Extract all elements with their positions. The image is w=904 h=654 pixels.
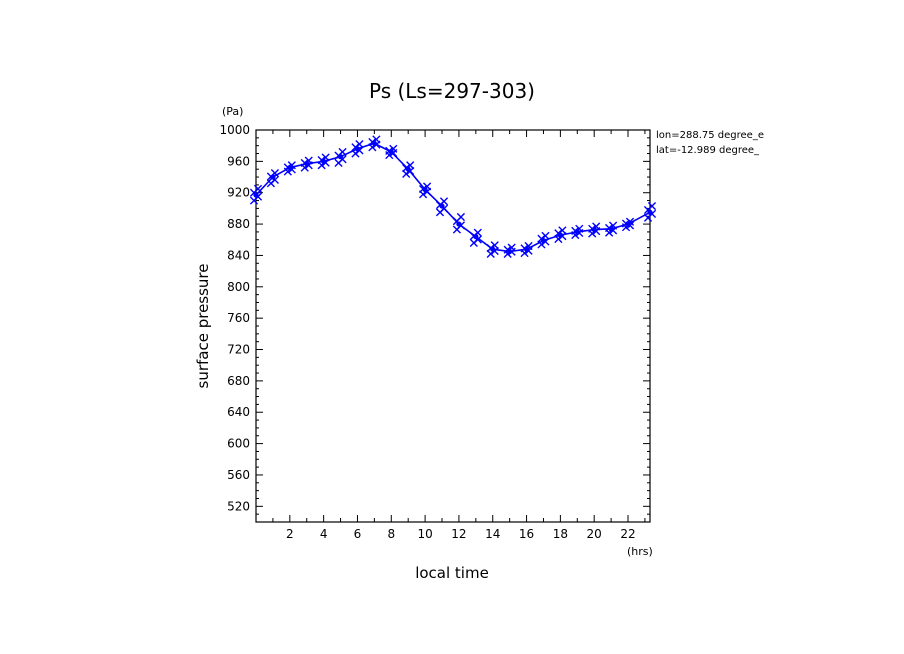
y-tick-label: 760 — [227, 311, 250, 325]
chart-title: Ps (Ls=297-303) — [369, 79, 535, 103]
x-tick-label: 8 — [387, 527, 395, 541]
data-point — [321, 158, 327, 164]
scatter-x-mark — [647, 201, 657, 211]
data-point — [591, 226, 597, 233]
data-point — [557, 232, 563, 238]
data-point — [647, 209, 653, 215]
scatter-x-mark — [253, 184, 263, 193]
x-tick-label: 16 — [519, 527, 534, 541]
data-point — [490, 246, 496, 252]
y-tick-label: 800 — [227, 280, 250, 294]
data-point — [456, 221, 462, 227]
y-tick-label: 560 — [227, 468, 250, 482]
plot-frame — [255, 129, 651, 523]
axis-ticks — [256, 129, 650, 522]
data-point — [608, 226, 614, 232]
y-axis-title: surface pressure — [194, 264, 212, 389]
data-point — [388, 149, 394, 155]
data-point — [625, 221, 631, 227]
axis-tick-labels: 2 4 6 8 10 12 14 16 18 20 22 520 560 600 640 680 720 760 8… — [219, 123, 635, 541]
data-point — [523, 246, 530, 252]
x-axis-title: local time — [415, 564, 489, 582]
y-tick-label: 920 — [227, 186, 250, 200]
x-tick-label: 18 — [553, 527, 568, 541]
lat-annotation: lat=-12.989 degree_ — [656, 145, 760, 156]
data-point — [304, 161, 310, 167]
y-tick-label: 1000 — [219, 123, 250, 137]
x-tick-label: 22 — [620, 527, 635, 541]
x-tick-label: 6 — [354, 527, 362, 541]
y-tick-label: 520 — [227, 499, 250, 513]
data-point — [574, 229, 580, 235]
y-tick-label: 600 — [227, 437, 250, 451]
data-point — [540, 237, 547, 244]
x-tick-label: 4 — [320, 527, 328, 541]
y-tick-label: 680 — [227, 374, 250, 388]
data-point — [354, 146, 361, 152]
y-tick-label: 960 — [227, 154, 250, 168]
data-point — [473, 234, 479, 240]
x-tick-label: 14 — [485, 527, 500, 541]
x-tick-label: 12 — [451, 527, 466, 541]
data-point — [270, 174, 276, 180]
data-point — [439, 203, 445, 209]
y-axis-unit: (Pa) — [222, 105, 243, 118]
scatter-x-mark — [456, 212, 466, 222]
x-tick-label: 2 — [286, 527, 294, 541]
data-point — [422, 186, 428, 193]
x-tick-label: 20 — [587, 527, 602, 541]
y-tick-label: 840 — [227, 248, 250, 262]
lon-annotation: lon=288.75 degree_e — [656, 130, 764, 141]
data-point — [337, 154, 344, 160]
y-tick-label: 880 — [227, 217, 250, 231]
data-series — [249, 135, 657, 258]
y-tick-label: 640 — [227, 405, 250, 419]
data-point — [507, 248, 513, 255]
x-tick-label: 10 — [417, 527, 432, 541]
data-point — [287, 165, 293, 171]
data-point — [371, 140, 377, 146]
data-point — [253, 192, 259, 198]
data-point — [405, 166, 411, 172]
y-tick-label: 720 — [227, 343, 250, 357]
x-axis-unit: (hrs) — [627, 545, 653, 558]
